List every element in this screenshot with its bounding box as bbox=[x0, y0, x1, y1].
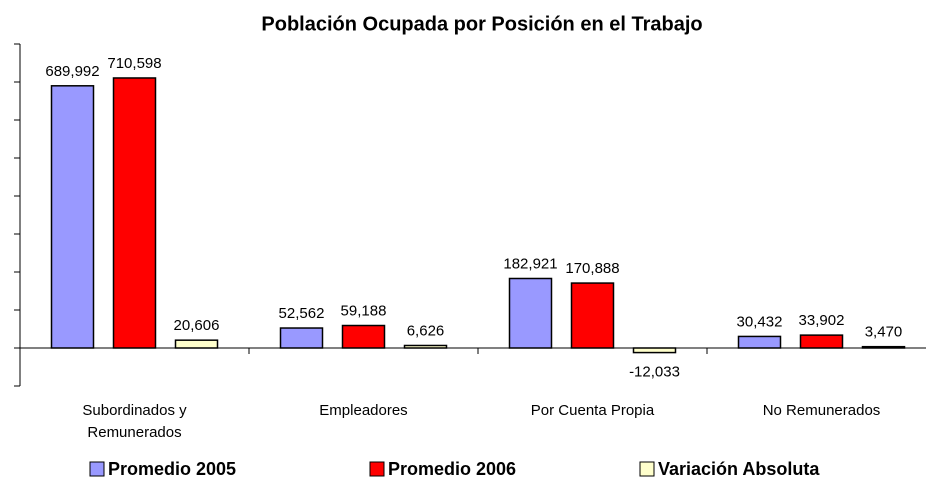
value-label: 3,470 bbox=[865, 324, 903, 341]
bar bbox=[737, 335, 782, 349]
legend-label: Promedio 2005 bbox=[108, 459, 236, 479]
value-label: -12,033 bbox=[629, 364, 680, 381]
bar bbox=[341, 324, 386, 349]
bar bbox=[174, 339, 219, 349]
bar bbox=[632, 347, 677, 354]
x-tick-label: Por Cuenta Propia bbox=[530, 402, 655, 419]
value-label: 59,188 bbox=[341, 302, 387, 319]
value-label: 52,562 bbox=[279, 305, 325, 322]
bar bbox=[279, 327, 324, 349]
bar bbox=[508, 277, 553, 349]
value-label: 20,606 bbox=[174, 317, 220, 334]
value-label: 182,921 bbox=[503, 255, 557, 272]
value-label: 170,888 bbox=[565, 260, 619, 277]
legend-swatch bbox=[369, 461, 385, 477]
value-label: 33,902 bbox=[799, 312, 845, 329]
value-label: 710,598 bbox=[107, 55, 161, 72]
bar bbox=[50, 85, 95, 349]
chart-title: Población Ocupada por Posición en el Tra… bbox=[261, 13, 702, 35]
x-tick-label: Subordinados y Remunerados bbox=[82, 402, 187, 441]
x-tick-label: Empleadores bbox=[319, 402, 408, 419]
legend-label: Promedio 2006 bbox=[388, 459, 516, 479]
bar bbox=[112, 77, 157, 349]
x-tick-label: No Remunerados bbox=[762, 402, 881, 419]
bar bbox=[799, 334, 844, 349]
value-label: 689,992 bbox=[45, 63, 99, 80]
value-label: 6,626 bbox=[407, 322, 445, 339]
bar bbox=[403, 344, 448, 349]
value-label: 30,432 bbox=[737, 313, 783, 330]
legend-swatch bbox=[89, 461, 105, 477]
legend-label: Variación Absoluta bbox=[658, 459, 820, 479]
legend-swatch bbox=[639, 461, 655, 477]
bar bbox=[570, 282, 615, 349]
bar bbox=[861, 345, 906, 349]
